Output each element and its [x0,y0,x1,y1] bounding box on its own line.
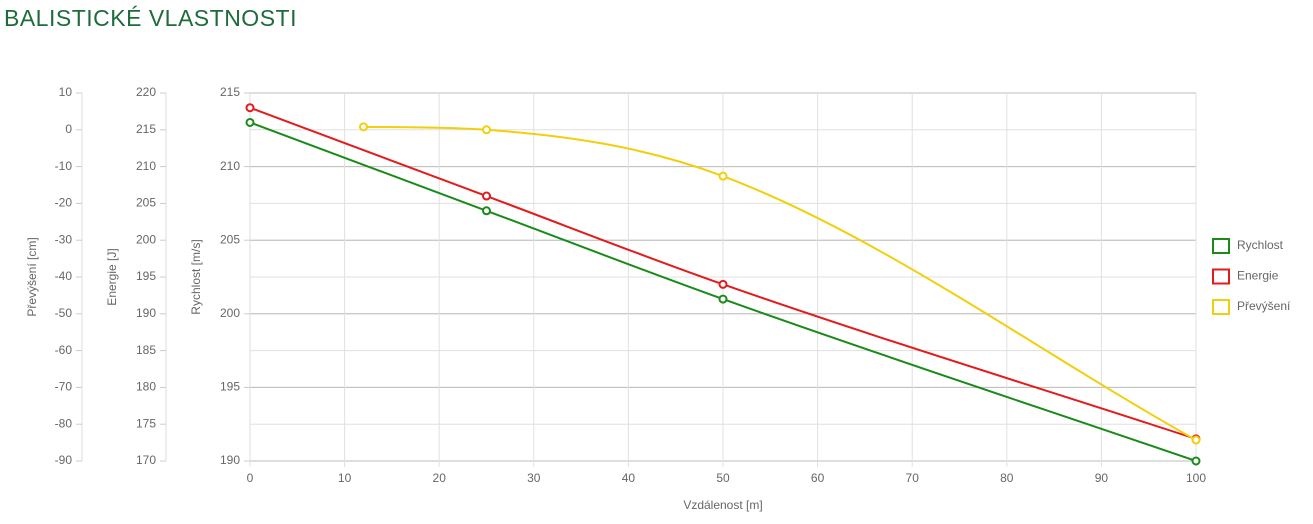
x-tick-label: 40 [622,471,636,485]
data-point [245,103,255,113]
y-tick-label: 180 [136,380,156,394]
y-tick-label: 0 [65,122,72,136]
data-point [482,125,491,135]
data-point [718,294,728,304]
x-tick-label: 0 [247,471,254,485]
legend-label: Energie [1237,269,1279,283]
y-tick-label: 215 [136,122,156,136]
y-axis-title: Rychlost [m/s] [189,239,203,314]
legend-swatch [1212,268,1230,285]
chart-title: BALISTICKÉ VLASTNOSTI [4,5,297,31]
series-line [249,121,1197,462]
data-point [482,206,491,216]
y-tick-label: -30 [55,232,73,246]
y-tick-label: -40 [55,269,73,283]
y-tick-label: 210 [136,159,156,173]
x-tick-label: 20 [433,471,447,485]
legend-label: Převýšení [1237,299,1291,313]
y-tick-label: 220 [136,85,156,99]
y-tick-label: 190 [136,306,156,320]
data-point [482,191,491,201]
y-tick-label: 200 [136,232,156,246]
series-line [249,106,1197,440]
y-tick-label: -70 [55,380,73,394]
x-tick-label: 80 [1000,471,1014,485]
y-tick-label: 170 [136,453,156,467]
x-tick-label: 10 [338,471,352,485]
legend-swatch [1212,299,1230,315]
y-tick-label: -20 [55,196,73,210]
y-tick-label: 195 [220,380,240,394]
y-tick-label: 195 [136,269,156,283]
data-point [245,117,255,127]
y-tick-label: -90 [55,453,73,467]
y-tick-label: 190 [220,453,240,467]
y-tick-label: 200 [220,306,240,320]
y-tick-label: 215 [220,85,240,99]
x-tick-label: 50 [716,471,730,485]
legend-swatch [1212,238,1230,254]
y-tick-label: -60 [55,343,73,357]
y-axis-title: Energie [J] [105,248,119,305]
x-tick-label: 100 [1186,471,1206,485]
x-tick-label: 30 [527,471,541,485]
legend-label: Rychlost [1237,238,1284,252]
data-point [718,171,728,181]
x-tick-label: 90 [1095,471,1109,485]
y-tick-label: 175 [136,416,156,430]
y-tick-label: 10 [59,85,73,99]
x-tick-label: 60 [811,471,825,485]
y-tick-label: -50 [55,306,73,320]
y-tick-label: -10 [55,159,73,173]
x-axis-title: Vzdálenost [m] [683,498,762,512]
y-tick-label: 205 [220,232,240,246]
series-line [363,125,1197,441]
y-tick-label: 185 [136,343,156,357]
y-axis-title: Převýšení [cm] [25,237,39,316]
data-point [718,279,728,289]
data-point [1191,456,1201,466]
data-point [1191,435,1201,445]
x-tick-label: 70 [906,471,920,485]
y-tick-label: -80 [55,416,73,430]
y-tick-label: 210 [220,159,240,173]
data-point [359,122,369,132]
y-tick-label: 205 [136,196,156,210]
